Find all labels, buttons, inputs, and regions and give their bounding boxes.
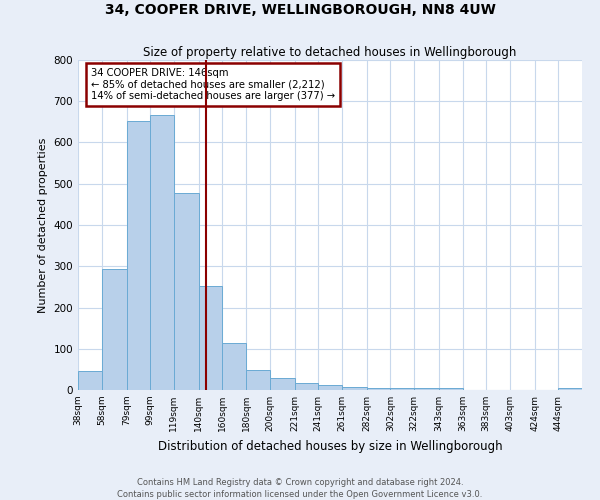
Text: 34 COOPER DRIVE: 146sqm
← 85% of detached houses are smaller (2,212)
14% of semi: 34 COOPER DRIVE: 146sqm ← 85% of detache…: [91, 68, 335, 102]
Bar: [127, 122, 150, 390]
Bar: [78, 370, 101, 390]
Bar: [342, 387, 367, 390]
Text: 34, COOPER DRIVE, WELLINGBOROUGH, NN8 4UW: 34, COOPER DRIVE, WELLINGBOROUGH, NN8 4U…: [104, 2, 496, 16]
Bar: [414, 388, 439, 390]
Bar: [367, 388, 391, 390]
Text: Contains HM Land Registry data © Crown copyright and database right 2024.
Contai: Contains HM Land Registry data © Crown c…: [118, 478, 482, 499]
Y-axis label: Number of detached properties: Number of detached properties: [38, 138, 48, 312]
Bar: [318, 384, 342, 390]
Bar: [559, 388, 582, 390]
Bar: [199, 286, 223, 390]
Bar: [295, 384, 318, 390]
Bar: [101, 269, 127, 390]
Bar: [439, 388, 463, 390]
Bar: [246, 370, 269, 390]
Bar: [150, 115, 174, 390]
Bar: [223, 344, 246, 390]
Bar: [269, 378, 295, 390]
Title: Size of property relative to detached houses in Wellingborough: Size of property relative to detached ho…: [143, 46, 517, 59]
Bar: [174, 193, 199, 390]
Bar: [391, 388, 414, 390]
X-axis label: Distribution of detached houses by size in Wellingborough: Distribution of detached houses by size …: [158, 440, 502, 452]
